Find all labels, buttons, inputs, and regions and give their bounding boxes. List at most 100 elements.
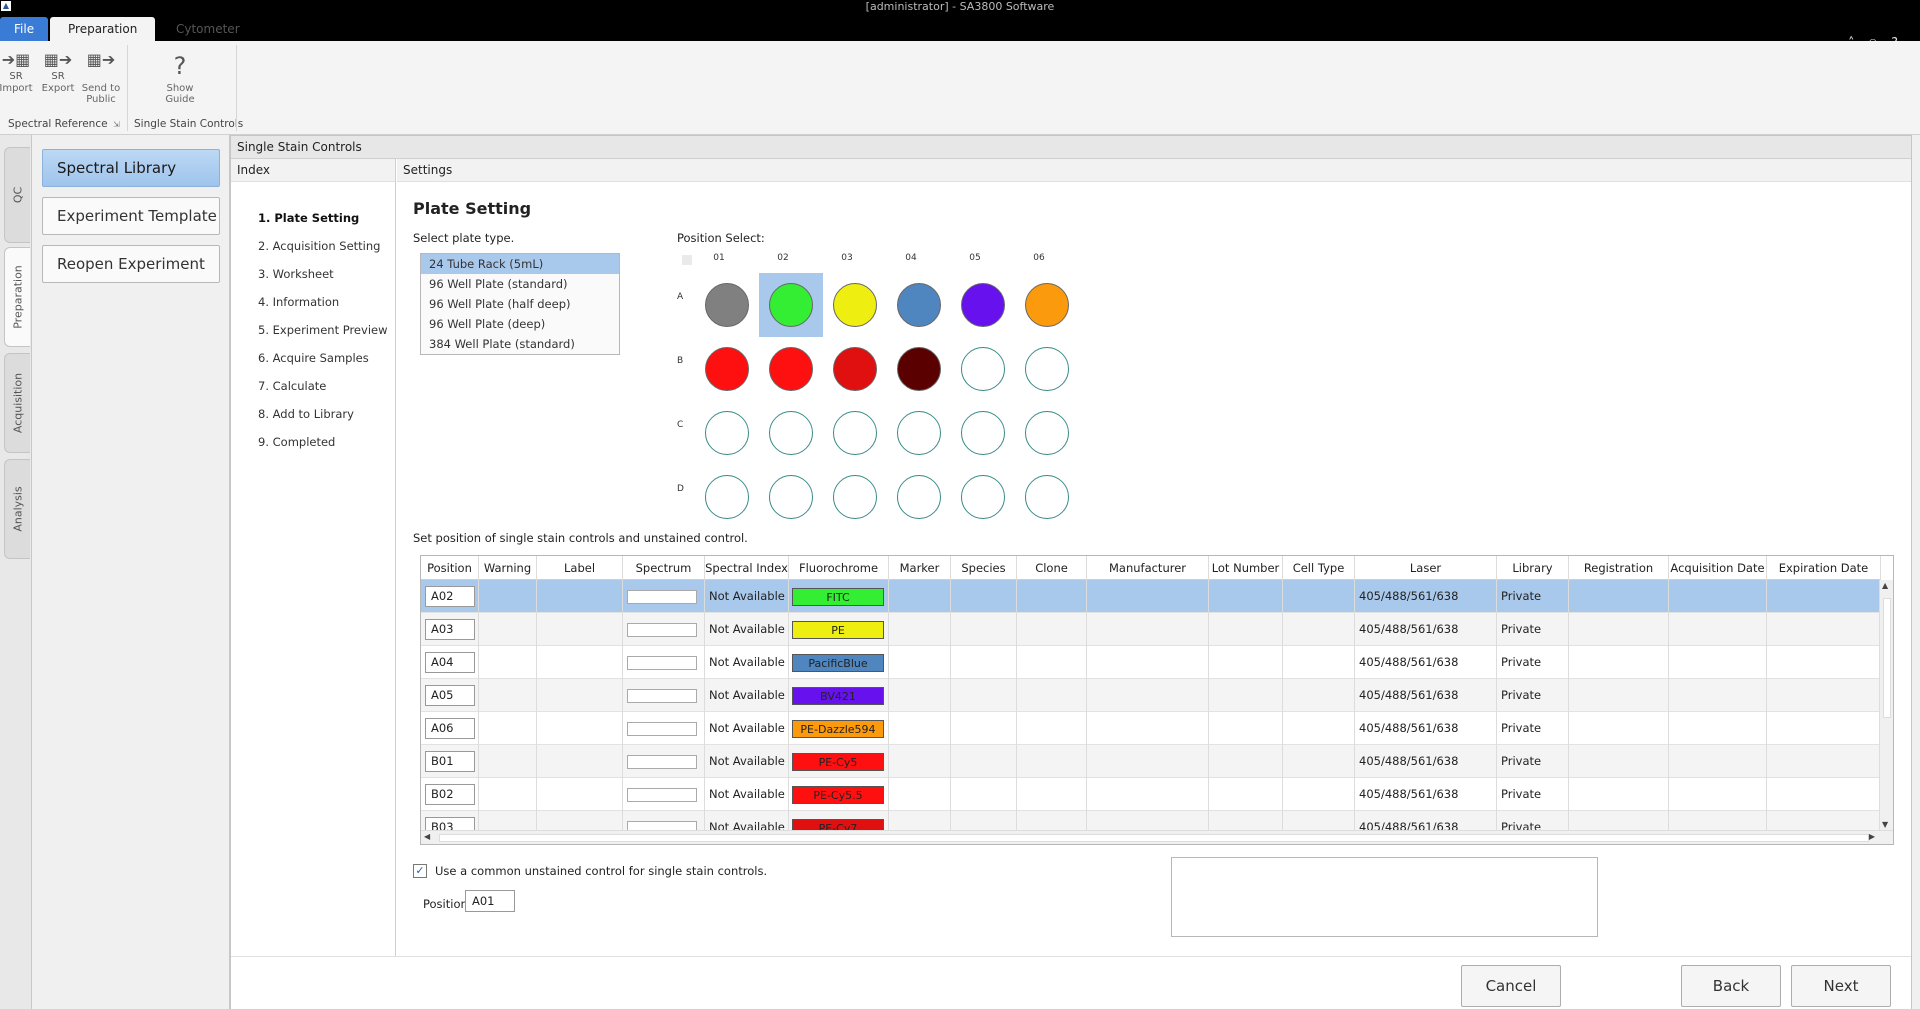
vtab-analysis[interactable]: Analysis [4,459,30,559]
well-C04[interactable] [897,411,941,455]
column-header-cell-type[interactable]: Cell Type [1283,556,1355,580]
well-C05[interactable] [961,411,1005,455]
column-header-warning[interactable]: Warning [479,556,537,580]
position-input[interactable]: A03 [425,619,475,640]
table-row[interactable]: A02 Not Available FITC 405/488/561/638 Priva… [421,580,1881,613]
common-unstained-checkbox[interactable]: ✓ [413,864,427,878]
cancel-button[interactable]: Cancel [1461,965,1561,1007]
scroll-up-icon[interactable]: ▲ [1882,581,1889,590]
step-item[interactable]: 7. Calculate [258,379,327,393]
column-header-registration-user[interactable]: Registration User [1569,556,1669,599]
scrollbar-thumb[interactable] [439,834,1869,842]
vtab-acquisition[interactable]: Acquisition [4,353,30,453]
step-item[interactable]: 6. Acquire Samples [258,351,369,365]
fluorochrome-tag[interactable]: PE-Dazzle594 [792,720,884,738]
step-item[interactable]: 4. Information [258,295,340,309]
spectrum-box[interactable] [627,590,697,604]
spectrum-box[interactable] [627,689,697,703]
column-header-position[interactable]: Position [421,556,479,580]
well-D03[interactable] [833,475,877,519]
well-A02[interactable] [769,283,813,327]
well-D02[interactable] [769,475,813,519]
step-item[interactable]: 2. Acquisition Setting [258,239,381,253]
experiment-template-button[interactable]: Experiment Template [42,197,220,235]
column-header-laser[interactable]: Laser [1355,556,1497,580]
well-A01[interactable] [705,283,749,327]
well-B04[interactable] [897,347,941,391]
fluorochrome-tag[interactable]: PE [792,621,884,639]
spectrum-box[interactable] [627,722,697,736]
back-button[interactable]: Back [1681,965,1781,1007]
dialog-launcher-icon[interactable]: ⇲ [113,120,120,129]
import-button[interactable]: ➔▦ SR Import [0,52,38,95]
well-C03[interactable] [833,411,877,455]
position-input[interactable]: A02 [425,586,475,607]
well-A04[interactable] [897,283,941,327]
column-header-spectrum[interactable]: Spectrum [623,556,705,580]
table-row[interactable]: A05 Not Available BV421 405/488/561/638 Priv… [421,679,1881,712]
column-header-marker[interactable]: Marker [889,556,951,580]
export-button[interactable]: ▦➔ SR Export [36,52,80,95]
column-header-spectral-index[interactable]: Spectral Index [705,556,789,580]
plate-type-option[interactable]: 96 Well Plate (standard) [429,277,568,291]
fluorochrome-tag[interactable]: BV421 [792,687,884,705]
position-input[interactable]: B01 [425,751,475,772]
spectrum-box[interactable] [627,656,697,670]
well-D06[interactable] [1025,475,1069,519]
well-A06[interactable] [1025,283,1069,327]
well-A03[interactable] [833,283,877,327]
well-C01[interactable] [705,411,749,455]
column-header-species[interactable]: Species [951,556,1017,580]
vertical-scrollbar[interactable]: ▲ ▼ [1879,580,1893,830]
column-header-clone[interactable]: Clone [1017,556,1087,580]
position-input[interactable]: A04 [425,652,475,673]
column-header-lot-number[interactable]: Lot Number [1209,556,1283,580]
column-header-manufacturer[interactable]: Manufacturer [1087,556,1209,580]
well-B03[interactable] [833,347,877,391]
horizontal-scrollbar[interactable]: ◀ ▶ [421,830,1893,844]
step-item[interactable]: 9. Completed [258,435,336,449]
step-item[interactable]: 1. Plate Setting [258,211,360,225]
send-to-public-button[interactable]: ▦➔ Send to Public [78,52,124,106]
position-input[interactable]: A06 [425,718,475,739]
well-B06[interactable] [1025,347,1069,391]
table-row[interactable]: B02 Not Available PE-Cy5.5 405/488/561/638 P… [421,778,1881,811]
well-B01[interactable] [705,347,749,391]
plate-type-option[interactable]: 384 Well Plate (standard) [429,337,575,351]
plate-type-list[interactable]: 24 Tube Rack (5mL) 96 Well Plate (standar… [420,253,620,355]
spectrum-box[interactable] [627,755,697,769]
fluorochrome-tag[interactable]: FITC [792,588,884,606]
fluorochrome-tag[interactable]: PacificBlue [792,654,884,672]
table-row[interactable]: B01 Not Available PE-Cy5 405/488/561/638 Pri… [421,745,1881,778]
plate-type-option[interactable]: 96 Well Plate (deep) [429,317,546,331]
reopen-experiment-button[interactable]: Reopen Experiment [42,245,220,283]
column-header-label[interactable]: Label [537,556,623,580]
step-item[interactable]: 3. Worksheet [258,267,334,281]
well-D05[interactable] [961,475,1005,519]
scrollbar-thumb[interactable] [1883,598,1891,718]
well-C02[interactable] [769,411,813,455]
vtab-qc[interactable]: QC [4,147,30,243]
well-C06[interactable] [1025,411,1069,455]
well-A05[interactable] [961,283,1005,327]
step-item[interactable]: 5. Experiment Preview [258,323,388,337]
table-row[interactable]: A03 Not Available PE 405/488/561/638 Private [421,613,1881,646]
tab-preparation[interactable]: Preparation [50,17,156,41]
spectrum-box[interactable] [627,623,697,637]
show-guide-button[interactable]: ? Show Guide [158,53,202,105]
column-header-acquisition-date[interactable]: Acquisition Date [1669,556,1767,580]
spectral-library-button[interactable]: Spectral Library [42,149,220,187]
column-header-expiration-date[interactable]: Expiration Date [1767,556,1881,580]
column-header-fluorochrome[interactable]: Fluorochrome [789,556,889,580]
well-B05[interactable] [961,347,1005,391]
next-button[interactable]: Next [1791,965,1891,1007]
vtab-preparation[interactable]: Preparation [4,247,30,347]
position-input[interactable]: A05 [425,685,475,706]
scroll-left-icon[interactable]: ◀ [424,832,431,841]
table-row[interactable]: A04 Not Available PacificBlue 405/488/561/6… [421,646,1881,679]
tab-file[interactable]: File [0,17,49,41]
position-input[interactable]: B02 [425,784,475,805]
well-D01[interactable] [705,475,749,519]
well-B02[interactable] [769,347,813,391]
scroll-right-icon[interactable]: ▶ [1868,832,1875,841]
